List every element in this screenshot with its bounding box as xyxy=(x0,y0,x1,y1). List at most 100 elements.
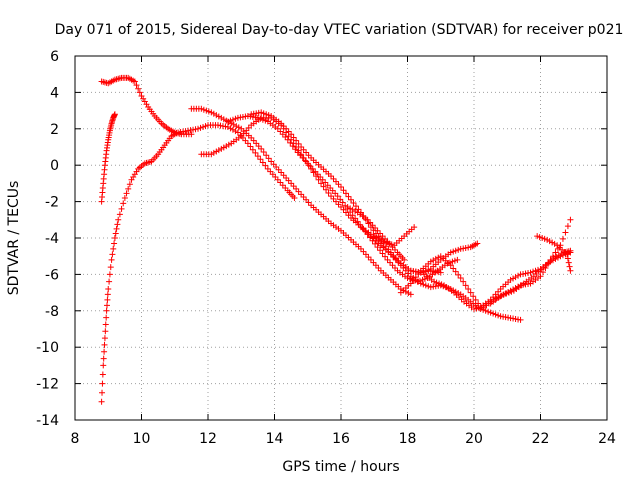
data-point xyxy=(320,183,327,190)
y-tick-label: 0 xyxy=(50,158,59,174)
data-point xyxy=(188,131,195,138)
data-point xyxy=(265,155,272,162)
data-point xyxy=(566,263,573,270)
data-point xyxy=(111,240,118,247)
x-tick-label: 16 xyxy=(332,431,350,447)
data-point xyxy=(539,269,546,276)
data-point xyxy=(367,234,374,241)
data-point xyxy=(109,251,116,258)
data-point xyxy=(549,253,556,260)
data-point xyxy=(415,270,422,277)
data-point xyxy=(345,193,352,200)
x-tick-label: 10 xyxy=(133,431,151,447)
x-tick-label: 22 xyxy=(532,431,550,447)
y-tick-label: -12 xyxy=(36,377,59,393)
x-axis-label: GPS time / hours xyxy=(282,459,399,475)
data-point xyxy=(374,244,381,251)
data-point xyxy=(135,85,142,92)
data-point xyxy=(559,235,566,242)
data-point xyxy=(136,89,143,96)
data-point xyxy=(437,269,444,276)
data-point xyxy=(106,271,113,278)
data-point xyxy=(447,262,454,269)
y-tick-label: 4 xyxy=(50,85,59,101)
data-point xyxy=(133,82,140,89)
data-point xyxy=(323,186,330,193)
data-point xyxy=(108,256,115,263)
grid-lines xyxy=(75,56,607,420)
data-point xyxy=(567,216,574,223)
data-point xyxy=(349,212,356,219)
data-point xyxy=(352,215,359,222)
data-point xyxy=(338,184,344,191)
data-point xyxy=(542,265,549,272)
data-point xyxy=(567,247,574,254)
data-point xyxy=(131,78,138,85)
data-point xyxy=(104,302,111,309)
data-point xyxy=(452,268,459,275)
data-point xyxy=(102,328,109,335)
data-point xyxy=(318,180,325,187)
data-point xyxy=(517,316,524,323)
series-track-13 xyxy=(487,216,574,307)
data-point xyxy=(292,146,299,153)
data-point xyxy=(410,277,417,284)
data-point xyxy=(123,190,130,197)
data-point xyxy=(114,221,121,228)
data-point xyxy=(457,275,464,282)
data-point xyxy=(547,256,554,263)
data-point xyxy=(565,259,572,266)
data-point xyxy=(450,265,457,272)
data-points xyxy=(98,74,574,405)
data-point xyxy=(104,296,111,303)
data-point xyxy=(262,162,269,169)
data-point xyxy=(298,151,305,158)
data-point xyxy=(340,187,347,194)
data-point xyxy=(249,146,256,153)
data-point xyxy=(111,111,118,118)
data-point xyxy=(259,159,266,166)
series-track-10 xyxy=(371,224,418,249)
data-point xyxy=(244,140,251,147)
data-point xyxy=(470,293,477,300)
data-point xyxy=(99,389,106,396)
data-point xyxy=(100,355,107,362)
data-point xyxy=(120,200,127,207)
data-point xyxy=(112,230,119,237)
data-point xyxy=(564,251,571,258)
data-point xyxy=(106,278,113,285)
data-point xyxy=(291,194,298,201)
data-point xyxy=(105,285,112,292)
series-track-3 xyxy=(98,122,298,405)
data-point xyxy=(347,196,354,203)
data-point xyxy=(100,362,107,369)
data-point xyxy=(104,291,111,298)
axis-ticks xyxy=(74,55,608,421)
data-point xyxy=(460,278,467,285)
data-point xyxy=(401,256,408,263)
data-point xyxy=(462,282,469,289)
y-tick-label: -2 xyxy=(45,195,59,211)
data-point xyxy=(552,249,559,256)
data-point xyxy=(562,229,569,236)
data-point xyxy=(295,140,302,147)
data-point xyxy=(325,189,332,196)
data-point xyxy=(472,296,479,303)
series-track-4 xyxy=(188,105,414,298)
data-point xyxy=(126,181,133,188)
data-point xyxy=(377,247,384,254)
data-point xyxy=(567,267,574,274)
data-point xyxy=(407,291,414,298)
data-point xyxy=(334,193,341,200)
data-point xyxy=(475,300,482,307)
data-point xyxy=(284,136,291,143)
data-point xyxy=(369,237,376,244)
data-point xyxy=(98,398,105,405)
series-track-2 xyxy=(98,111,118,205)
data-point xyxy=(339,199,346,206)
data-point xyxy=(372,240,379,247)
y-tick-labels: -14 -12 -10 -8 -6 -4 -2 0 2 4 6 xyxy=(36,49,59,429)
y-tick-label: 2 xyxy=(50,122,59,138)
